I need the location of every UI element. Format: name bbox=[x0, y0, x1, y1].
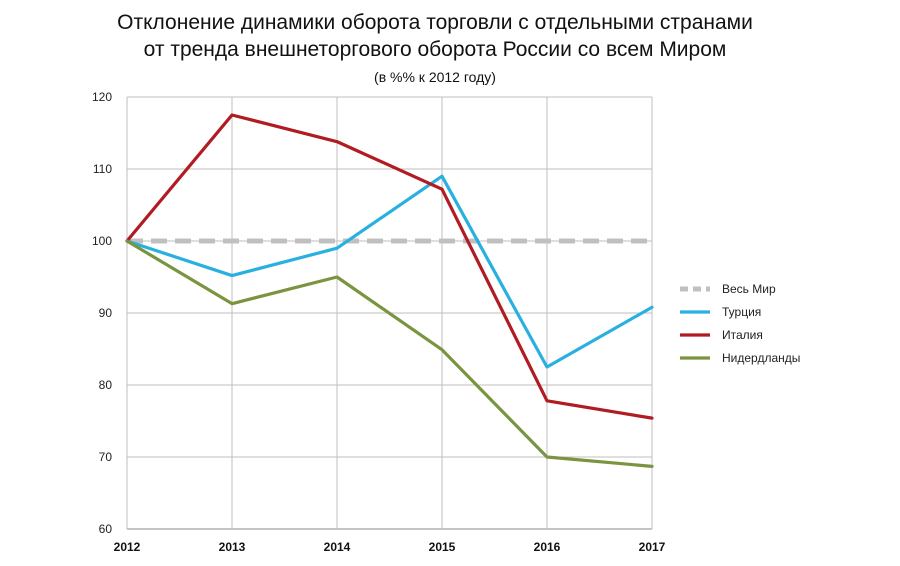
y-tick-label-90: 90 bbox=[99, 306, 113, 320]
x-tick-label-2017: 2017 bbox=[639, 540, 666, 554]
y-tick-label-110: 110 bbox=[93, 162, 112, 176]
y-tick-label-60: 60 bbox=[99, 522, 113, 536]
series-line-3 bbox=[125, 239, 654, 468]
series-line-1 bbox=[125, 174, 654, 369]
chart-title-line-1: Отклонение динамики оборота торговли с о… bbox=[117, 11, 753, 34]
legend-label-1: Турция bbox=[722, 305, 761, 319]
x-tick-label-2012: 2012 bbox=[114, 540, 141, 554]
series-line-2 bbox=[125, 113, 654, 420]
x-tick-label-2016: 2016 bbox=[534, 540, 561, 554]
chart-title-line-2: от тренда внешнеторгового оборота России… bbox=[144, 38, 727, 61]
grid bbox=[126, 96, 653, 530]
chart-subtitle: (в %% к 2012 году) bbox=[374, 69, 496, 85]
series-lines bbox=[125, 113, 654, 468]
legend-label-3: Нидердланды bbox=[722, 351, 800, 365]
y-tick-label-120: 120 bbox=[92, 90, 112, 104]
x-tick-label-2013: 2013 bbox=[219, 540, 246, 554]
y-axis-ticks: 60 70 80 90 100 110 120 bbox=[92, 90, 112, 536]
y-tick-label-70: 70 bbox=[99, 450, 113, 464]
y-tick-label-100: 100 bbox=[92, 234, 112, 248]
legend: Весь Мир Турция Италия Нидердланды bbox=[680, 282, 800, 365]
x-axis-ticks: 2012 2013 2014 2015 2016 2017 bbox=[114, 540, 666, 554]
y-tick-label-80: 80 bbox=[99, 378, 113, 392]
x-tick-label-2015: 2015 bbox=[429, 540, 456, 554]
x-tick-label-2014: 2014 bbox=[324, 540, 351, 554]
legend-label-2: Италия bbox=[722, 328, 763, 342]
legend-label-0: Весь Мир bbox=[722, 282, 776, 296]
